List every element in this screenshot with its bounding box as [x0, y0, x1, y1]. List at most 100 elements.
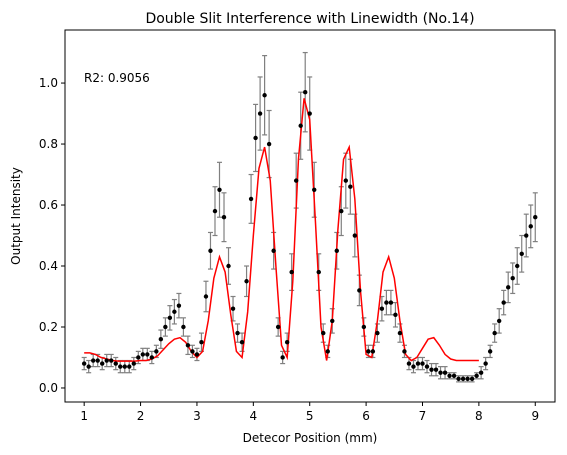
- data-point: [181, 324, 186, 330]
- data-point: [433, 367, 439, 372]
- data-point: [257, 111, 263, 116]
- data-point: [424, 364, 430, 369]
- x-tick-label: 2: [137, 409, 145, 423]
- data-point: [284, 340, 290, 345]
- data-point: [456, 376, 461, 382]
- data-point: [415, 361, 421, 366]
- data-point: [136, 355, 141, 360]
- data-point: [190, 349, 195, 354]
- x-tick-label: 8: [475, 409, 483, 423]
- y-tick-label: 0.6: [39, 198, 58, 212]
- data-point: [402, 349, 407, 354]
- data-point: [172, 309, 177, 314]
- data-point: [86, 364, 91, 369]
- annotation: R2: 0.9056: [84, 71, 150, 85]
- data-point: [492, 330, 497, 336]
- data-point: [248, 196, 254, 202]
- data-point: [510, 276, 515, 281]
- data-point: [253, 135, 258, 141]
- data-point: [95, 358, 100, 363]
- data-point: [524, 233, 529, 238]
- data-point: [303, 90, 308, 95]
- data-point: [348, 184, 353, 189]
- data-point: [501, 300, 506, 305]
- x-tick-label: 9: [531, 409, 539, 423]
- data-point: [379, 306, 385, 311]
- data-point: [271, 248, 276, 253]
- data-point: [194, 352, 200, 357]
- data-point: [388, 300, 394, 305]
- data-point: [429, 367, 434, 372]
- y-tick-label: 0.0: [39, 381, 58, 395]
- data-point: [104, 358, 109, 363]
- x-tick-label: 3: [193, 409, 201, 423]
- data-point: [474, 373, 479, 378]
- data-point: [239, 340, 245, 345]
- data-point: [406, 361, 412, 366]
- data-point: [81, 361, 87, 366]
- data-point: [230, 306, 236, 311]
- x-axis-label: Detecor Position (mm): [243, 431, 378, 445]
- data-point: [235, 330, 240, 336]
- y-tick-label: 0.8: [39, 137, 58, 151]
- x-tick-label: 7: [419, 409, 427, 423]
- data-point: [442, 370, 448, 375]
- data-point: [447, 373, 452, 378]
- data-point: [528, 224, 533, 229]
- plot-frame: [64, 29, 556, 403]
- data-point: [339, 208, 344, 214]
- data-point: [325, 349, 330, 354]
- data-point: [149, 355, 155, 360]
- data-point: [460, 376, 466, 382]
- data-point: [118, 364, 123, 369]
- data-point: [307, 111, 312, 116]
- data-point: [199, 340, 204, 345]
- data-point: [469, 376, 475, 382]
- data-point: [244, 279, 249, 284]
- y-axis-label: Output Intensity: [9, 167, 23, 265]
- y-tick-label: 0.4: [39, 259, 58, 273]
- data-point: [298, 123, 303, 128]
- data-point: [316, 269, 321, 275]
- data-point: [208, 248, 213, 253]
- data-point: [140, 352, 146, 357]
- data-point: [438, 370, 443, 375]
- data-point: [158, 336, 164, 342]
- data-point: [122, 364, 127, 369]
- y-tick-label: 1.0: [39, 76, 58, 90]
- x-tick-label: 5: [306, 409, 314, 423]
- data-point: [217, 187, 222, 192]
- data-point: [352, 233, 358, 238]
- data-point: [226, 263, 231, 269]
- data-point: [361, 324, 367, 330]
- data-point: [420, 361, 425, 366]
- data-point: [289, 269, 294, 275]
- data-point: [221, 215, 227, 220]
- data-point: [312, 187, 317, 192]
- data-point: [487, 349, 493, 354]
- data-point: [496, 318, 502, 324]
- data-point: [321, 330, 326, 336]
- data-point: [370, 349, 376, 354]
- data-point: [266, 141, 272, 147]
- data-point: [515, 263, 520, 269]
- data-point: [384, 300, 389, 305]
- data-point: [145, 352, 150, 357]
- data-point: [275, 324, 281, 330]
- data-point: [366, 349, 371, 354]
- data-point: [293, 178, 299, 183]
- data-point: [334, 248, 339, 253]
- data-point: [127, 364, 132, 369]
- data-point: [167, 315, 173, 321]
- data-point: [478, 370, 484, 375]
- data-point: [176, 303, 182, 308]
- data-point: [163, 324, 168, 330]
- data-point: [185, 343, 191, 348]
- data-point: [113, 361, 118, 366]
- data-point: [100, 361, 105, 366]
- data-point: [131, 361, 136, 366]
- x-tick-label: 1: [80, 409, 88, 423]
- data-point: [203, 294, 209, 299]
